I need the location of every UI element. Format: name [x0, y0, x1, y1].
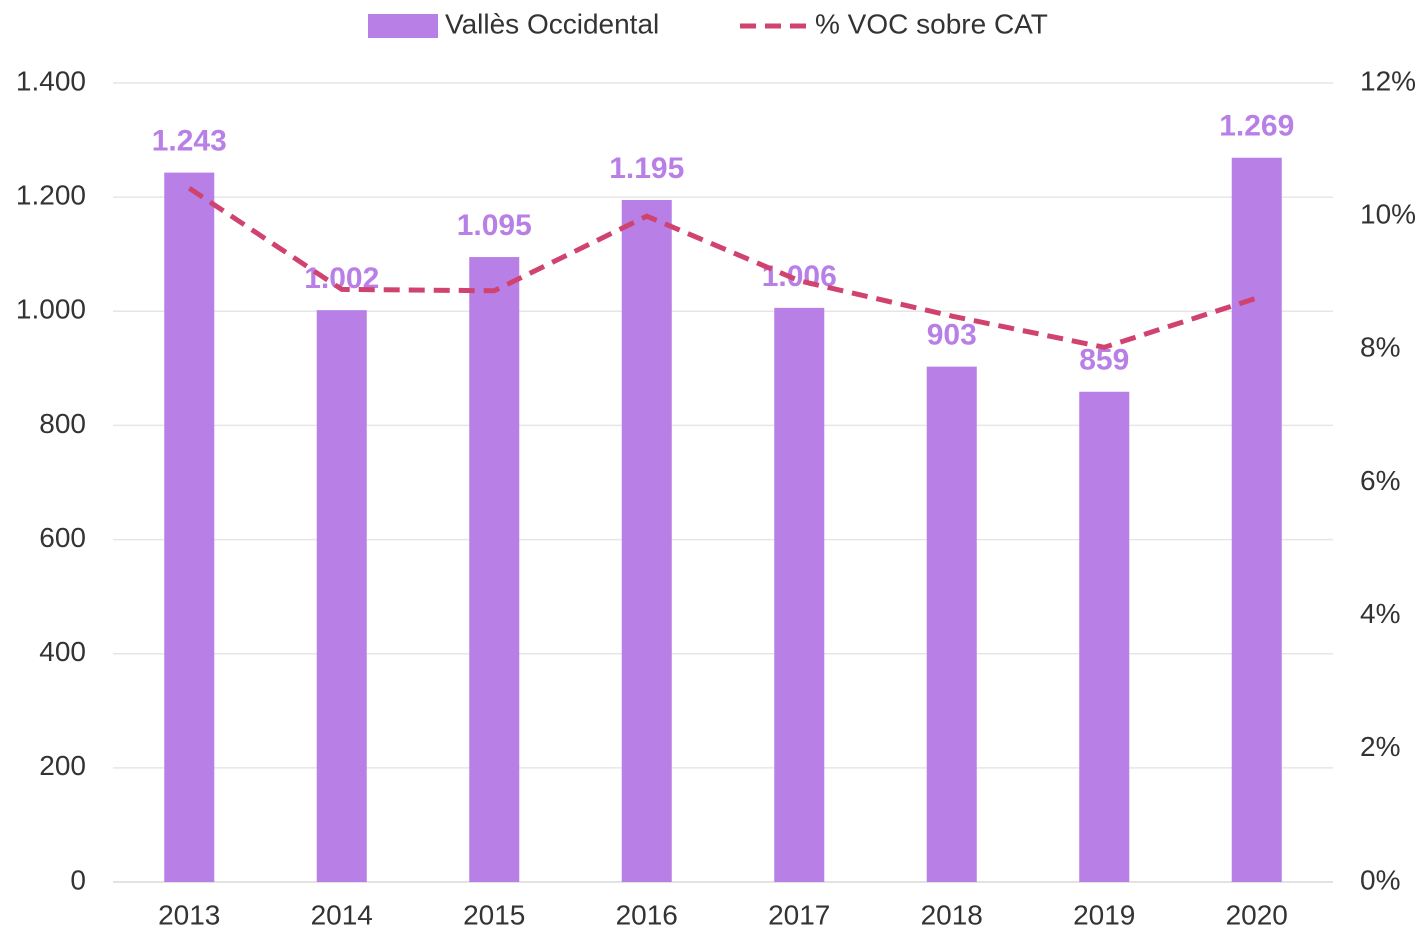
y2-tick-label: 12% [1360, 65, 1416, 96]
value-label: 1.269 [1219, 110, 1294, 143]
y-tick-label: 600 [39, 522, 86, 553]
x-tick-label: 2020 [1226, 899, 1288, 930]
value-label: 903 [927, 319, 977, 352]
value-label: 1.195 [609, 152, 684, 185]
bar [1231, 157, 1282, 883]
y-tick-label: 1.200 [16, 180, 86, 211]
value-label: 1.243 [152, 125, 227, 158]
x-tick-label: 2018 [921, 899, 983, 930]
bar [621, 199, 672, 882]
value-label: 1.006 [762, 260, 837, 293]
bar [469, 257, 520, 882]
bar [316, 310, 367, 882]
y2-tick-label: 10% [1360, 199, 1416, 230]
legend-swatch [368, 14, 438, 38]
y2-tick-label: 4% [1360, 598, 1400, 629]
y-tick-label: 0 [70, 864, 86, 895]
y-tick-label: 800 [39, 408, 86, 439]
value-label: 1.095 [457, 209, 532, 242]
x-tick-label: 2019 [1073, 899, 1135, 930]
legend-label: % VOC sobre CAT [815, 8, 1048, 39]
x-tick-label: 2015 [463, 899, 525, 930]
x-tick-label: 2017 [768, 899, 830, 930]
y-tick-label: 200 [39, 750, 86, 781]
bar [164, 172, 215, 882]
y-tick-label: 1.400 [16, 65, 86, 96]
y2-tick-label: 2% [1360, 731, 1400, 762]
legend-label: Vallès Occidental [445, 8, 659, 39]
x-tick-label: 2016 [616, 899, 678, 930]
y2-tick-label: 0% [1360, 864, 1400, 895]
y-tick-label: 1.000 [16, 294, 86, 325]
bar [926, 366, 977, 882]
line [187, 186, 1258, 350]
x-tick-label: 2013 [158, 899, 220, 930]
bar [774, 307, 825, 882]
y-tick-label: 400 [39, 636, 86, 667]
bar [1079, 391, 1130, 882]
y2-tick-label: 6% [1360, 465, 1400, 496]
x-tick-label: 2014 [311, 899, 373, 930]
y2-tick-label: 8% [1360, 332, 1400, 363]
